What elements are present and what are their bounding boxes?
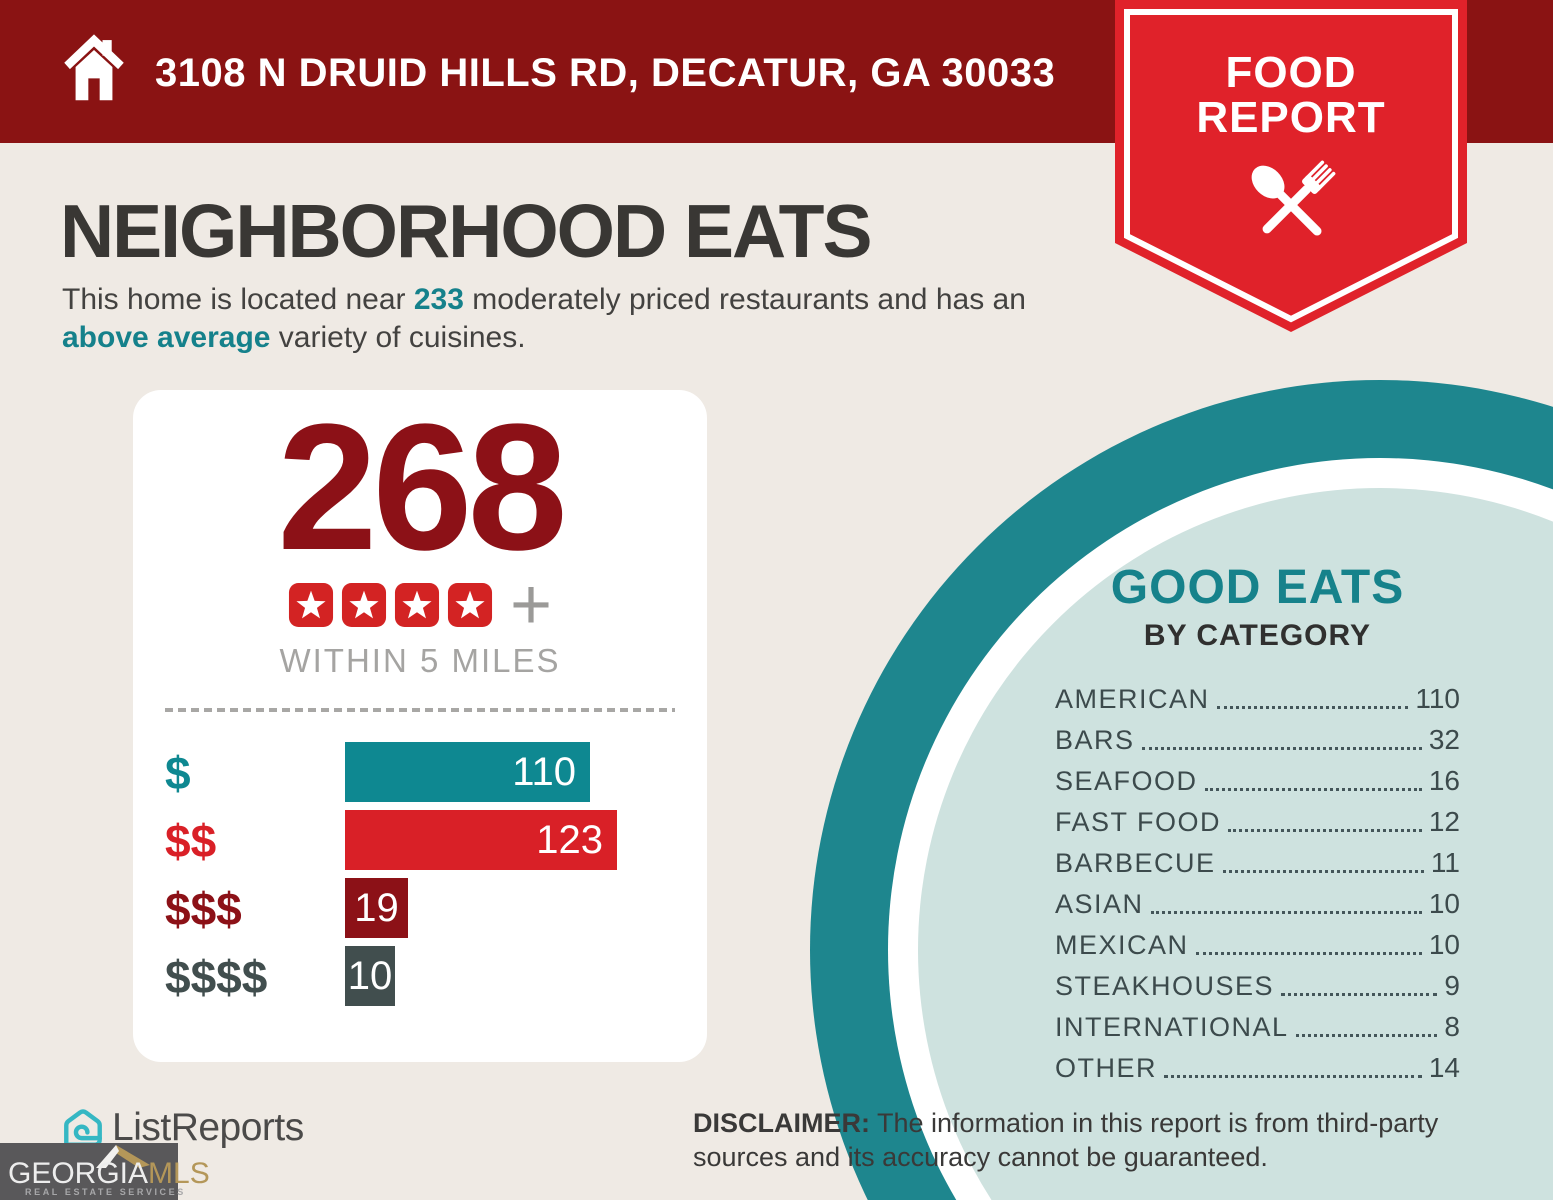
category-label: FAST FOOD	[1055, 807, 1222, 837]
price-bar-row: $$$ 19	[133, 878, 707, 938]
dashed-divider	[165, 708, 675, 712]
dot-leader	[1216, 706, 1409, 709]
dot-leader	[1228, 829, 1422, 832]
star-rating: +	[133, 565, 707, 645]
dot-leader	[1141, 747, 1422, 750]
category-label: ASIAN	[1055, 889, 1144, 919]
category-label: SEAFOOD	[1055, 766, 1198, 796]
price-bar-row: $$ 123	[133, 810, 707, 870]
category-row: INTERNATIONAL 8	[1055, 1011, 1460, 1043]
mls-roof-icon	[96, 1145, 150, 1168]
category-label: STEAKHOUSES	[1055, 971, 1275, 1001]
intro-part3: variety of cuisines.	[270, 321, 526, 354]
food-report-ribbon: FOOD REPORT	[1115, 0, 1467, 332]
price-bar: 123	[345, 810, 617, 870]
category-label: MEXICAN	[1055, 930, 1189, 960]
category-row: AMERICAN 110	[1055, 683, 1460, 715]
category-row: STEAKHOUSES 9	[1055, 970, 1460, 1002]
category-value: 8	[1444, 1011, 1460, 1042]
star-icon	[394, 582, 440, 628]
intro-text: This home is located near 233 moderately…	[62, 281, 1072, 357]
category-row: FAST FOOD 12	[1055, 806, 1460, 838]
ribbon-banner-shape	[1115, 0, 1467, 332]
total-restaurant-count: 268	[277, 387, 567, 588]
page-title: NEIGHBORHOOD EATS	[60, 189, 872, 273]
good-eats-heading: GOOD EATS	[1110, 561, 1405, 614]
category-row: BARS 32	[1055, 724, 1460, 756]
dot-leader	[1295, 1034, 1438, 1037]
radius-label: WITHIN 5 MILES	[279, 642, 561, 679]
category-row: MEXICAN 10	[1055, 929, 1460, 961]
price-tier-label: $$$$	[165, 951, 268, 1003]
price-bar-row: $$$$ 10	[133, 946, 707, 1006]
disclaimer: DISCLAIMER: The information in this repo…	[693, 1106, 1493, 1174]
restaurant-stats-card: 268 + WITHIN 5 MILES $ 110 $$ 123 $$$ 19…	[133, 390, 707, 1062]
dot-leader	[1222, 870, 1424, 873]
category-label: INTERNATIONAL	[1055, 1012, 1289, 1042]
ribbon-title-line2: REPORT	[1196, 93, 1386, 142]
category-label: AMERICAN	[1055, 684, 1210, 714]
category-value: 16	[1428, 765, 1460, 796]
category-label: OTHER	[1055, 1053, 1157, 1083]
georgia-mls-logo: GEORGIAMLS REAL ESTATE SERVICES	[0, 1143, 210, 1200]
plus-sign: +	[509, 565, 553, 645]
dot-leader	[1195, 952, 1422, 955]
spoon-fork-icon	[1251, 160, 1336, 236]
category-value: 11	[1430, 847, 1460, 878]
category-value: 14	[1428, 1052, 1460, 1083]
category-label: BARBECUE	[1055, 848, 1216, 878]
price-bar: 10	[345, 946, 395, 1006]
category-row: BARBECUE 11	[1055, 847, 1460, 879]
price-bar-row: $ 110	[133, 742, 707, 802]
category-value: 32	[1428, 724, 1460, 755]
good-eats-panel: GOOD EATS BY CATEGORY AMERICAN 110 BARS 32…	[1055, 560, 1460, 1097]
intro-part2: moderately priced restaurants and has an	[463, 283, 1026, 316]
price-tier-label: $$$	[165, 883, 242, 935]
dot-leader	[1204, 788, 1422, 791]
mls-wordmark-georgia: GEORGIA	[8, 1157, 149, 1190]
category-label: BARS	[1055, 725, 1135, 755]
property-address: 3108 N DRUID HILLS RD, DECATUR, GA 30033	[155, 51, 1056, 95]
mls-tagline: REAL ESTATE SERVICES	[25, 1187, 186, 1197]
star-icon	[341, 582, 387, 628]
listreports-logo: ListReports	[60, 1106, 304, 1150]
category-row: SEAFOOD 16	[1055, 765, 1460, 797]
intro-part1: This home is located near	[62, 283, 414, 316]
price-tier-label: $	[165, 747, 191, 799]
price-bar: 19	[345, 878, 408, 938]
home-icon	[64, 34, 124, 101]
category-value: 10	[1428, 888, 1460, 919]
intro-restaurant-count: 233	[413, 283, 464, 316]
intro-variety-highlight: above average	[62, 321, 271, 354]
listreports-wordmark: ListReports	[112, 1106, 304, 1149]
category-value: 110	[1415, 683, 1460, 714]
mls-wordmark-mls: MLS	[148, 1157, 210, 1190]
category-list: AMERICAN 110 BARS 32 SEAFOOD 16 FAST FOOD 12…	[1055, 683, 1460, 1084]
category-value: 10	[1428, 929, 1460, 960]
disclaimer-text: The information in this report is from t…	[693, 1108, 1439, 1172]
category-row: ASIAN 10	[1055, 888, 1460, 920]
category-value: 9	[1444, 970, 1460, 1001]
good-eats-subheading: BY CATEGORY	[1143, 619, 1372, 652]
listreports-house-icon	[64, 1109, 102, 1147]
disclaimer-label: DISCLAIMER:	[693, 1108, 870, 1138]
dot-leader	[1164, 1075, 1422, 1078]
dot-leader	[1281, 993, 1438, 996]
dot-leader	[1150, 911, 1422, 914]
category-row: OTHER 14	[1055, 1052, 1460, 1084]
star-icon	[288, 582, 334, 628]
category-value: 12	[1428, 806, 1460, 837]
star-icon	[447, 582, 493, 628]
mls-wordmark: GEORGIAMLS	[8, 1157, 210, 1191]
price-tier-label: $$	[165, 815, 217, 867]
ribbon-title-line1: FOOD	[1225, 48, 1357, 97]
price-bar: 110	[345, 742, 590, 802]
